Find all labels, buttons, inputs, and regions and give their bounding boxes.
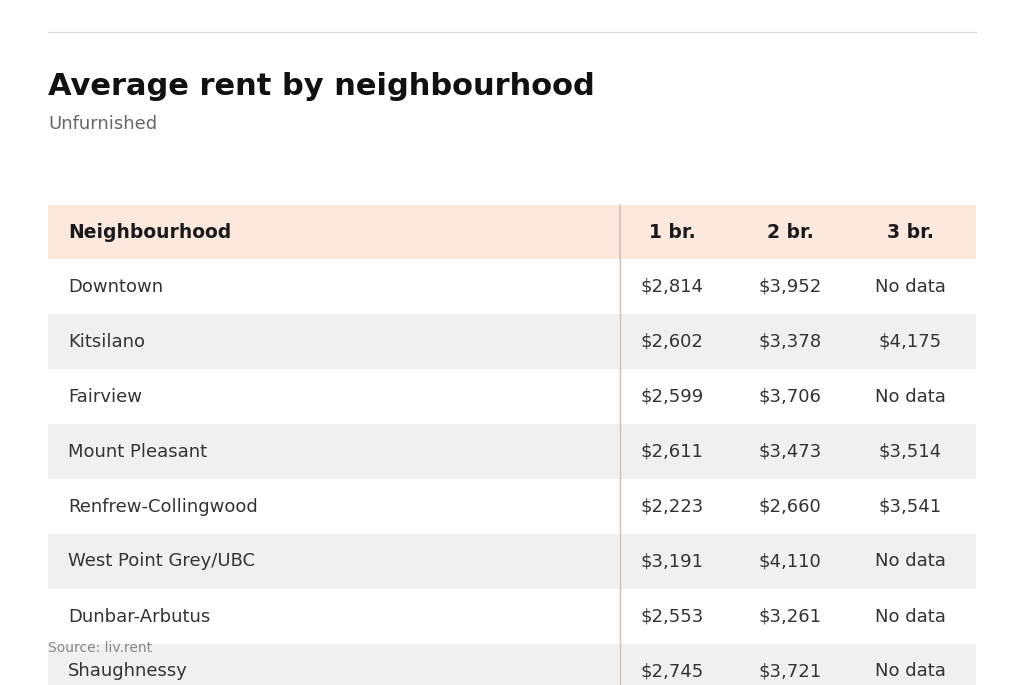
Text: $3,191: $3,191	[640, 553, 703, 571]
Text: No data: No data	[874, 388, 945, 406]
Text: $4,175: $4,175	[879, 332, 941, 351]
Text: No data: No data	[874, 553, 945, 571]
Text: Shaughnessy: Shaughnessy	[68, 662, 187, 680]
Bar	[48, 589, 976, 644]
Text: 2 br.: 2 br.	[767, 223, 813, 242]
Text: $3,514: $3,514	[879, 443, 941, 460]
Text: $2,660: $2,660	[759, 497, 821, 516]
Text: $3,261: $3,261	[759, 608, 821, 625]
Text: Mount Pleasant: Mount Pleasant	[68, 443, 207, 460]
Bar	[48, 644, 976, 685]
Text: $2,745: $2,745	[640, 662, 703, 680]
Text: No data: No data	[874, 277, 945, 295]
Text: $3,473: $3,473	[759, 443, 821, 460]
Text: $2,553: $2,553	[640, 608, 703, 625]
Text: Source: liv.rent: Source: liv.rent	[48, 641, 153, 655]
Text: Fairview: Fairview	[68, 388, 142, 406]
Bar	[48, 479, 976, 534]
Bar	[48, 424, 976, 479]
Text: 1 br.: 1 br.	[648, 223, 695, 242]
Text: $3,541: $3,541	[879, 497, 941, 516]
Text: $4,110: $4,110	[759, 553, 821, 571]
Bar	[48, 205, 976, 259]
Bar	[48, 259, 976, 314]
Bar	[48, 314, 976, 369]
Text: Average rent by neighbourhood: Average rent by neighbourhood	[48, 72, 595, 101]
Text: $3,706: $3,706	[759, 388, 821, 406]
Text: Neighbourhood: Neighbourhood	[68, 223, 231, 242]
Text: Downtown: Downtown	[68, 277, 163, 295]
Text: $2,223: $2,223	[640, 497, 703, 516]
Text: Kitsilano: Kitsilano	[68, 332, 145, 351]
Bar	[48, 369, 976, 424]
Text: No data: No data	[874, 662, 945, 680]
Text: Unfurnished: Unfurnished	[48, 115, 157, 133]
Text: $2,814: $2,814	[640, 277, 703, 295]
Text: $2,602: $2,602	[641, 332, 703, 351]
Text: No data: No data	[874, 608, 945, 625]
Text: Renfrew-Collingwood: Renfrew-Collingwood	[68, 497, 258, 516]
Text: Dunbar-Arbutus: Dunbar-Arbutus	[68, 608, 210, 625]
Text: 3 br.: 3 br.	[887, 223, 934, 242]
Text: $2,599: $2,599	[640, 388, 703, 406]
Text: West Point Grey/UBC: West Point Grey/UBC	[68, 553, 255, 571]
Bar	[48, 534, 976, 589]
Text: $3,378: $3,378	[759, 332, 821, 351]
Text: $3,721: $3,721	[759, 662, 821, 680]
Text: $3,952: $3,952	[759, 277, 821, 295]
Text: $2,611: $2,611	[641, 443, 703, 460]
